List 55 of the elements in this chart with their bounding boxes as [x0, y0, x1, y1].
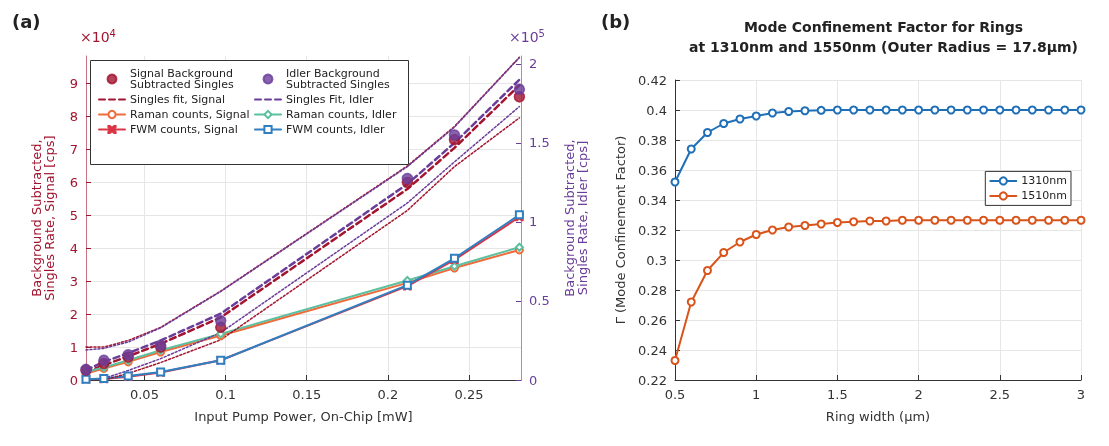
x-axis-title: Input Pump Power, On-Chip [mW] [194, 409, 413, 424]
legend-label: FWM counts, Idler [286, 123, 385, 136]
y-axis-title: Γ (Mode Confinement Factor) [613, 135, 628, 325]
y-tick-label: 6 [69, 174, 78, 190]
x-tick-label: 0.2 [377, 387, 399, 402]
y-tick-label: 0.28 [638, 282, 667, 298]
x-tick-label: 3 [1076, 387, 1086, 402]
legend-label: Idler Background Subtracted Singles [286, 67, 390, 91]
x-tick-label: 2.5 [989, 387, 1011, 402]
y-tick-label: 0.26 [638, 312, 667, 328]
y-tick-label: 0.24 [638, 342, 667, 358]
y-tick-label: 0.34 [638, 192, 667, 208]
text: (a) [12, 10, 41, 32]
y-tick-label: 8 [69, 109, 78, 125]
y-tick-label: 9 [69, 76, 78, 92]
y-tick-label: 0.3 [646, 252, 667, 268]
y-tick-label: 0.22 [638, 372, 667, 388]
x-tick-label: 1.5 [827, 387, 848, 402]
legend-label: Singles Fit, Idler [286, 93, 374, 106]
y-tick-label: 0.4 [646, 102, 667, 118]
y2-tick-label: 0.5 [529, 293, 550, 309]
y-tick-label: 3 [69, 273, 78, 289]
legend-label: 1310nm [1021, 174, 1068, 188]
x-tick-label: 1 [752, 387, 761, 402]
y-tick-label: 2 [69, 306, 78, 322]
x-tick-label: 0.5 [664, 387, 686, 402]
y-tick-label: 0.32 [638, 222, 667, 238]
legend-label: Raman counts, Idler [286, 108, 397, 121]
y-tick-label: 0 [69, 372, 78, 388]
y2-tick-label: 2 [529, 56, 538, 72]
y-axis-title: Background Subtracted, Singles Rate, Signal [cps] [29, 135, 57, 301]
y-tick-label: 0.38 [638, 132, 667, 148]
y2-tick-label: 1 [529, 214, 538, 230]
legend-label: Singles fit, Signal [130, 93, 226, 106]
y-tick-label: 7 [69, 142, 78, 158]
legend-label: FWM counts, Signal [130, 123, 238, 136]
y-tick-label: 4 [69, 240, 78, 256]
x-tick-label: 0.1 [215, 387, 236, 402]
x-tick-label: 2 [914, 387, 923, 402]
y2-tick-label: 1.5 [529, 135, 550, 151]
x-tick-label: 0.05 [129, 387, 159, 402]
y-tick-label: 0.42 [638, 72, 667, 88]
x-tick-label: 0.15 [292, 387, 322, 402]
chart-title: Mode Confinement Factor for Rings at 1310nm and 1550nm (Outer Radius = 17.8μm) [689, 19, 1078, 55]
legend-label: 1510nm [1021, 189, 1068, 203]
y-tick-label: 1 [69, 339, 78, 355]
y2-tick-label: 0 [529, 372, 538, 388]
x-axis-title: Ring width (μm) [825, 409, 931, 424]
legend-label: Signal Background Subtracted Singles [130, 67, 237, 91]
y-tick-label: 5 [69, 207, 78, 223]
x-tick-label: 0.25 [454, 387, 484, 402]
y2-axis-title: Background Subtracted, Singles Rate, Idler [cps] [562, 139, 590, 297]
text: (b) [601, 10, 631, 32]
legend-label: Raman counts, Signal [130, 108, 250, 121]
y-tick-label: 0.36 [638, 162, 667, 178]
